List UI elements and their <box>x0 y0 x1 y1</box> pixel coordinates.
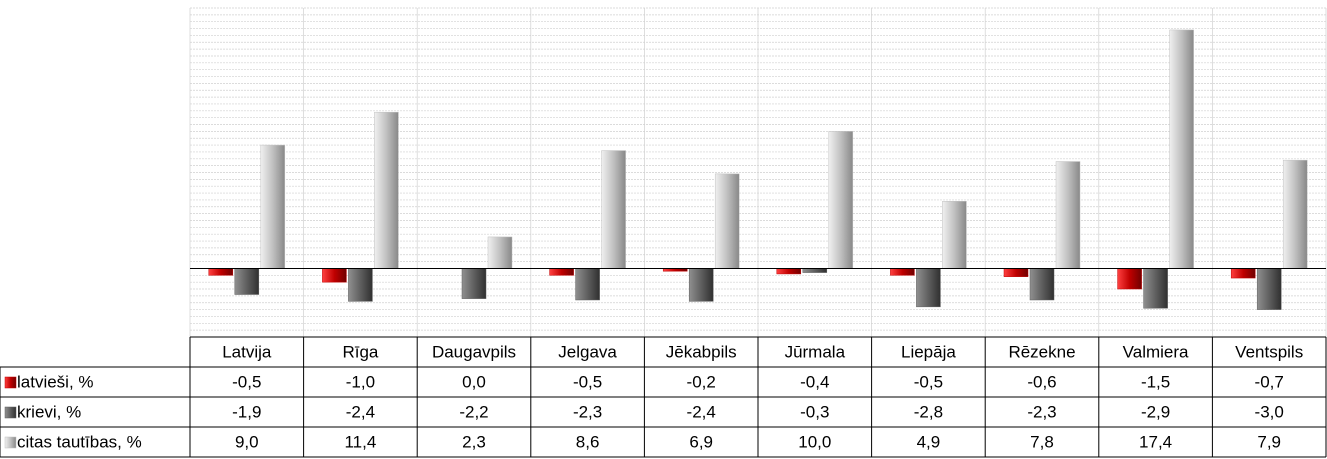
data-label: -0,2 <box>687 372 716 391</box>
data-label: -0,5 <box>914 372 943 391</box>
legend-key <box>4 406 17 419</box>
bar <box>322 268 347 283</box>
data-label: -0,7 <box>1255 372 1284 391</box>
data-label: -2,9 <box>1141 402 1170 421</box>
bar <box>1029 268 1055 301</box>
legend-label: citas tautības, % <box>17 432 142 451</box>
bar <box>1117 268 1142 290</box>
x-tick-label: Jēkabpils <box>666 342 737 361</box>
data-label: -0,5 <box>573 372 602 391</box>
x-tick-label: Jūrmala <box>785 342 846 361</box>
bar <box>890 268 915 276</box>
data-label: 6,9 <box>689 432 713 451</box>
legend-label: latvieši, % <box>17 372 94 391</box>
x-tick-label: Rīga <box>342 342 378 361</box>
x-tick-label: Valmiera <box>1123 342 1189 361</box>
data-label: 10,0 <box>798 432 831 451</box>
data-label: -1,9 <box>232 402 261 421</box>
bar <box>374 111 399 269</box>
bar <box>1003 268 1029 277</box>
legend-key <box>4 376 17 389</box>
x-tick-label: Latvija <box>222 342 272 361</box>
bar <box>942 201 967 269</box>
bar <box>828 131 854 269</box>
data-label: -2,4 <box>687 402 716 421</box>
bar <box>688 268 714 302</box>
data-label: -1,5 <box>1141 372 1170 391</box>
data-label: 7,9 <box>1257 432 1281 451</box>
data-label: -3,0 <box>1255 402 1284 421</box>
bar <box>802 268 828 273</box>
data-label: -0,4 <box>800 372 829 391</box>
x-tick-label: Jelgava <box>558 342 617 361</box>
data-label: -0,6 <box>1027 372 1056 391</box>
bar <box>916 268 941 308</box>
data-label: 11,4 <box>344 432 376 451</box>
bar <box>1169 29 1194 269</box>
data-label: -0,5 <box>232 372 261 391</box>
bar <box>714 173 740 269</box>
x-tick-label: Ventspils <box>1235 342 1303 361</box>
data-label: -2,3 <box>1027 402 1056 421</box>
data-label: -2,2 <box>459 402 488 421</box>
bar <box>487 236 513 269</box>
data-label: -2,3 <box>573 402 602 421</box>
bar <box>260 144 286 269</box>
bar <box>1230 268 1256 279</box>
bar <box>1256 268 1282 310</box>
bar <box>461 268 487 299</box>
data-label: 9,0 <box>235 432 259 451</box>
data-label: -2,4 <box>346 402 375 421</box>
bar <box>1143 268 1168 309</box>
bar <box>348 268 373 302</box>
data-label: -0,3 <box>800 402 829 421</box>
bar <box>776 268 802 275</box>
bar <box>1055 161 1081 269</box>
x-tick-label: Rēzekne <box>1008 342 1075 361</box>
legend-key <box>4 436 17 449</box>
data-label: -2,8 <box>914 402 943 421</box>
x-tick-label: Liepāja <box>901 342 956 361</box>
data-label: 0,0 <box>462 372 486 391</box>
data-label: 2,3 <box>462 432 486 451</box>
data-label: 7,8 <box>1030 432 1054 451</box>
bar <box>549 268 574 276</box>
legend-label: krievi, % <box>17 402 81 421</box>
bar <box>1282 159 1308 269</box>
data-label: 8,6 <box>576 432 600 451</box>
bar <box>234 268 260 295</box>
x-tick-label: Daugavpils <box>432 342 516 361</box>
data-label: 4,9 <box>917 432 941 451</box>
bar <box>208 268 234 276</box>
data-label: 17,4 <box>1139 432 1172 451</box>
bar <box>601 150 626 269</box>
bar <box>575 268 600 301</box>
data-label: -1,0 <box>346 372 375 391</box>
